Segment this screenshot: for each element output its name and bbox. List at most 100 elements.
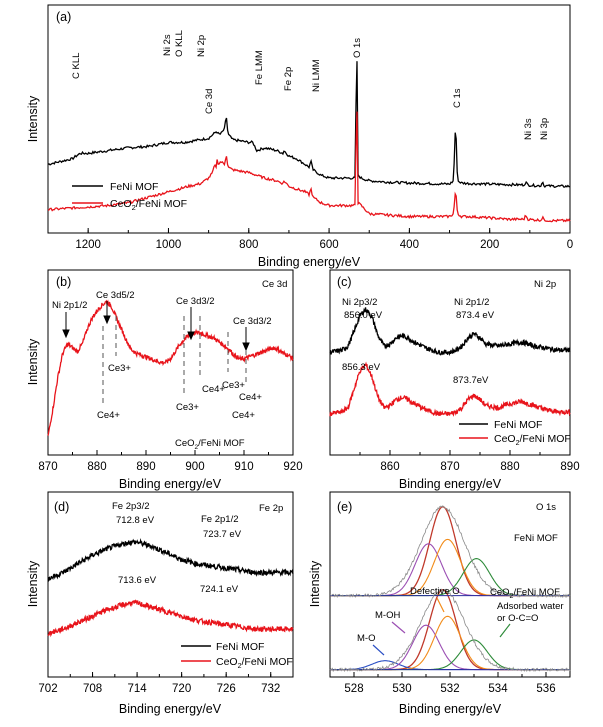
x-tick-label: 870: [440, 461, 459, 473]
x-tick-label: 400: [400, 239, 419, 251]
anno-fe-2p: Fe 2p: [283, 67, 294, 91]
anno-ni-lmm: Ni LMM: [311, 59, 322, 92]
panel-a-label: (a): [56, 10, 71, 24]
series-line: [330, 639, 570, 671]
panel-e: (e) O 1s 528 530 532 534 536 Binding energy/…: [308, 491, 571, 716]
anno-b-ce4-2: Ce4+: [202, 384, 225, 395]
anno-d-712-8: 712.8 eV: [116, 515, 155, 526]
x-tick-label: 890: [136, 461, 155, 473]
anno-b-ce4-1: Ce4+: [97, 410, 120, 421]
panel-c-label: (c): [337, 275, 352, 289]
anno-e-defective-o: Defective O: [410, 586, 460, 597]
panel-c-title: Ni 2p: [534, 279, 556, 290]
panel-d-title: Fe 2p: [259, 503, 283, 514]
panel-d-label: (d): [54, 500, 69, 514]
panel-a-x-ticks: 1200 1000 800 600 400 200 0: [47, 228, 573, 251]
series-line: [47, 111, 571, 223]
x-tick-label: 530: [392, 683, 411, 695]
anno-e-occ: or O-C=O: [497, 613, 538, 624]
anno-b-ce-3d32-a: Ce 3d3/2: [176, 296, 215, 307]
x-tick-label: 920: [283, 461, 302, 473]
x-tick-label: 880: [500, 461, 519, 473]
anno-ni-3p: Ni 3p: [539, 118, 550, 140]
anno-e-adsorbed-water: Adsorbed water: [497, 601, 564, 612]
anno-e-m-o: M-O: [357, 633, 375, 644]
anno-fe-lmm: Fe LMM: [254, 50, 265, 85]
series-line: [47, 599, 294, 638]
panel-b-arrows: [62, 301, 250, 352]
x-tick-label: 726: [217, 683, 236, 695]
panel-e-series: [329, 505, 571, 673]
panel-a: (a) 1200 1000 800 600 400 200 0 Binding energy…: [26, 4, 573, 269]
anno-b-ce4-4: Ce4+: [232, 410, 255, 421]
panel-a-x-axis-label: Binding energy/eV: [258, 255, 361, 269]
anno-d-724-1: 724.1 eV: [200, 584, 239, 595]
anno-d-723-7: 723.7 eV: [203, 529, 242, 540]
anno-c-856-3: 856.3 eV: [342, 362, 381, 373]
anno-ni-2s: Ni 2s: [162, 34, 173, 56]
legend-label-ceo2-feni: CeO2/FeNi MOF: [494, 433, 571, 447]
anno-b-ce3-3: Ce3+: [222, 380, 245, 391]
x-tick-label: 0: [567, 239, 573, 251]
x-tick-label: 1000: [156, 239, 182, 251]
anno-d-fe-2p32: Fe 2p3/2: [112, 501, 150, 512]
panel-d-legend: FeNi MOF CeO2/FeNi MOF: [181, 641, 293, 670]
anno-c-ni-2p32: Ni 2p3/2: [342, 297, 377, 308]
anno-b-ce3-1: Ce3+: [108, 363, 131, 374]
panel-d-x-ticks: 702 708 714 720 726 732: [38, 672, 294, 695]
panel-d: (d) Fe 2p 702 708 714 720 726 732 Binding ene…: [26, 491, 294, 716]
panel-d-series: [47, 538, 294, 638]
panel-b-title: Ce 3d: [262, 279, 287, 290]
series-line: [330, 660, 570, 671]
panel-e-x-axis-label: Binding energy/eV: [399, 702, 502, 716]
panel-a-y-axis-label: Intensity: [26, 95, 40, 142]
panel-c-series: [329, 307, 571, 417]
panel-e-arrows: [372, 597, 511, 656]
series-line: [330, 624, 570, 671]
x-tick-label: 890: [560, 461, 579, 473]
panel-e-x-ticks: 528 530 532 534 536: [329, 672, 571, 695]
x-tick-label: 720: [172, 683, 191, 695]
panel-b-ref-lines: [102, 316, 247, 404]
x-tick-label: 800: [239, 239, 258, 251]
panel-a-frame: [47, 4, 571, 234]
panel-b: (b) Ce 3d 870 880 890 900 910 920 Binding ene…: [26, 269, 303, 491]
x-tick-label: 702: [38, 683, 57, 695]
legend-label-feni: FeNi MOF: [494, 419, 542, 431]
panel-c-x-axis-label: Binding energy/eV: [399, 477, 502, 491]
panel-b-sample-label: CeO2/FeNi MOF: [175, 438, 245, 451]
series-line: [47, 61, 571, 189]
anno-o-kll: O KLL: [174, 30, 185, 57]
anno-ni-2p: Ni 2p: [196, 35, 207, 57]
legend-label-feni: FeNi MOF: [110, 181, 158, 193]
anno-d-713-6: 713.6 eV: [118, 575, 157, 586]
series-line: [47, 538, 294, 582]
series-line: [47, 299, 294, 436]
x-tick-label: 732: [261, 683, 280, 695]
panel-e-y-axis-label: Intensity: [308, 560, 322, 607]
panel-b-y-axis-label: Intensity: [26, 338, 40, 385]
raw-spectrum: [329, 505, 571, 599]
x-tick-label: 600: [319, 239, 338, 251]
anno-b-ce3-2: Ce3+: [176, 402, 199, 413]
x-tick-label: 910: [234, 461, 253, 473]
x-tick-label: 534: [488, 683, 508, 695]
legend-label-feni: FeNi MOF: [216, 641, 264, 653]
legend-label-ceo2-feni: CeO2/FeNi MOF: [216, 656, 293, 670]
x-tick-label: 200: [480, 239, 499, 251]
anno-c-873-4: 873.4 eV: [456, 310, 495, 321]
x-tick-label: 1200: [75, 239, 101, 251]
legend-label-ceo2-feni: CeO2/FeNi MOF: [110, 198, 187, 212]
anno-d-fe-2p12: Fe 2p1/2: [201, 514, 239, 525]
series-line: [329, 307, 571, 357]
anno-b-ce4-3: Ce4+: [239, 392, 262, 403]
panel-b-series: [47, 299, 294, 436]
anno-c-873-7: 873.7eV: [453, 375, 489, 386]
anno-b-ce-3d32-b: Ce 3d3/2: [233, 316, 272, 327]
anno-e-ceo2-feni: CeO2/FeNi MOF: [490, 587, 560, 600]
anno-ce-3d: Ce 3d: [204, 89, 215, 114]
panel-e-label: (e): [337, 500, 352, 514]
x-tick-label: 714: [127, 683, 147, 695]
panel-b-x-ticks: 870 880 890 900 910 920: [38, 450, 303, 473]
